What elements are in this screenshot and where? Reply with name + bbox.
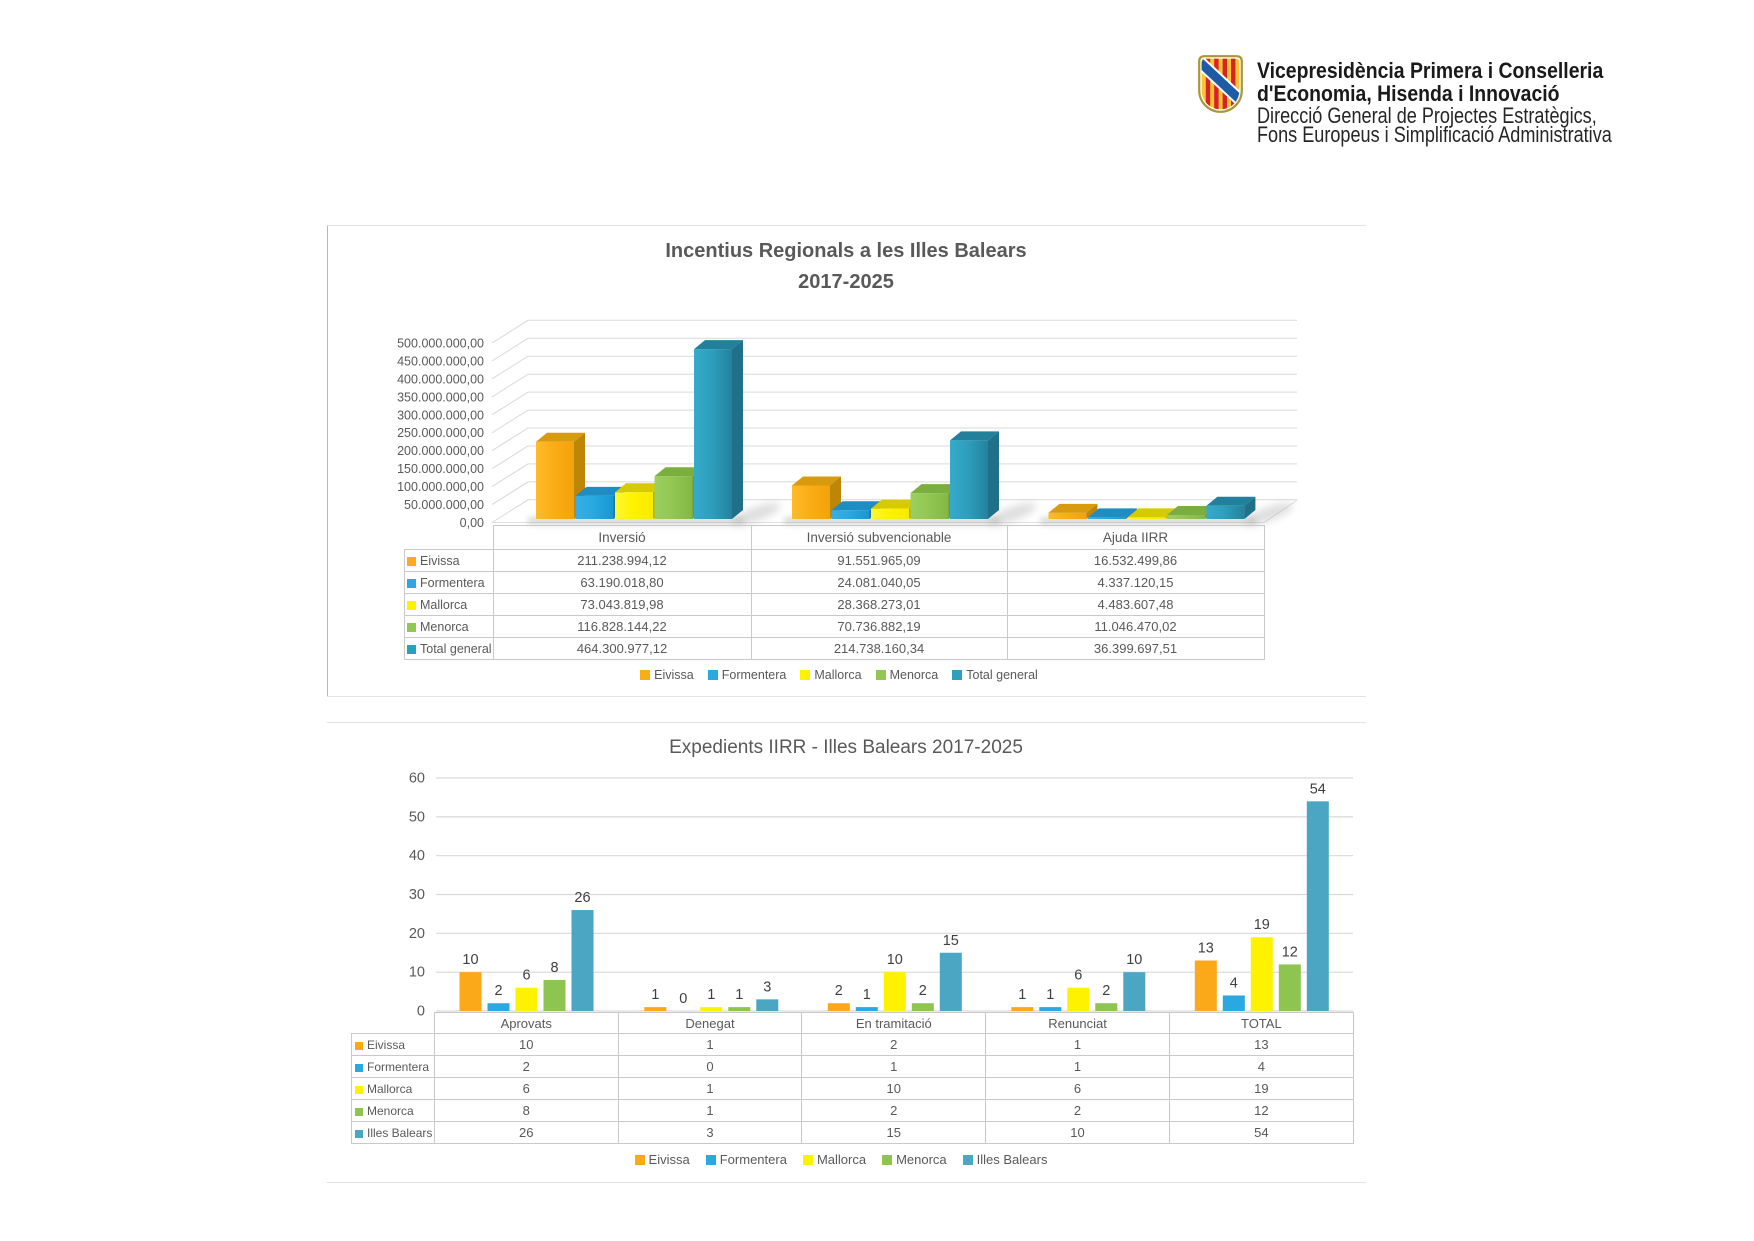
svg-text:2: 2 <box>919 983 927 999</box>
svg-text:150.000.000,00: 150.000.000,00 <box>397 462 484 476</box>
svg-text:4: 4 <box>1230 976 1238 992</box>
svg-text:50: 50 <box>409 809 425 825</box>
svg-text:1: 1 <box>707 987 715 1003</box>
svg-text:30: 30 <box>409 887 425 903</box>
svg-text:2: 2 <box>1102 983 1110 999</box>
svg-text:3: 3 <box>763 979 771 995</box>
svg-text:500.000.000,00: 500.000.000,00 <box>397 337 484 351</box>
svg-text:1: 1 <box>1018 987 1026 1003</box>
svg-text:13: 13 <box>1198 941 1214 957</box>
svg-text:1: 1 <box>863 987 871 1003</box>
svg-text:60: 60 <box>409 771 425 787</box>
svg-text:50.000.000,00: 50.000.000,00 <box>404 498 484 512</box>
svg-text:8: 8 <box>550 960 558 976</box>
svg-text:10: 10 <box>409 965 425 981</box>
svg-text:6: 6 <box>522 968 530 984</box>
svg-text:0,00: 0,00 <box>460 516 484 530</box>
svg-text:250.000.000,00: 250.000.000,00 <box>397 426 484 440</box>
svg-text:100.000.000,00: 100.000.000,00 <box>397 480 484 494</box>
svg-text:400.000.000,00: 400.000.000,00 <box>397 372 484 386</box>
svg-text:450.000.000,00: 450.000.000,00 <box>397 355 484 369</box>
svg-text:10: 10 <box>887 952 903 968</box>
svg-text:12: 12 <box>1282 944 1298 960</box>
svg-text:1: 1 <box>735 987 743 1003</box>
svg-text:200.000.000,00: 200.000.000,00 <box>397 444 484 458</box>
svg-text:1: 1 <box>651 987 659 1003</box>
svg-text:0: 0 <box>679 991 687 1007</box>
svg-text:0: 0 <box>417 1004 425 1020</box>
svg-text:2: 2 <box>494 983 502 999</box>
svg-text:15: 15 <box>943 933 959 949</box>
svg-text:40: 40 <box>409 848 425 864</box>
svg-text:20: 20 <box>409 926 425 942</box>
svg-text:2: 2 <box>835 983 843 999</box>
svg-text:350.000.000,00: 350.000.000,00 <box>397 390 484 404</box>
svg-text:10: 10 <box>1126 952 1142 968</box>
svg-text:300.000.000,00: 300.000.000,00 <box>397 408 484 422</box>
svg-text:10: 10 <box>462 952 478 968</box>
svg-text:1: 1 <box>1046 987 1054 1003</box>
svg-text:54: 54 <box>1310 781 1326 797</box>
svg-text:19: 19 <box>1254 917 1270 933</box>
svg-text:6: 6 <box>1074 968 1082 984</box>
svg-text:26: 26 <box>574 890 590 906</box>
